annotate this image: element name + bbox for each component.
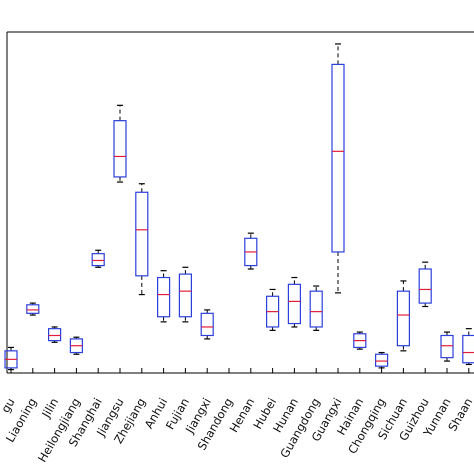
- box-iqr: [200, 312, 214, 337]
- box-iqr: [462, 334, 474, 364]
- box-hunan: [287, 276, 301, 328]
- box-iqr: [331, 63, 345, 253]
- box-henan: [244, 232, 258, 270]
- box-yunnan: [440, 331, 454, 362]
- box-iqr: [113, 120, 127, 178]
- box-hainan: [353, 331, 367, 350]
- box-zhejiang: [135, 183, 149, 296]
- box-iqr: [440, 334, 454, 359]
- box-heilongjiang: [69, 336, 84, 355]
- box-hubei: [266, 288, 280, 331]
- box-sichuan: [396, 280, 410, 352]
- box-jiangsu: [113, 104, 127, 183]
- box-anhui: [157, 270, 171, 323]
- box-guizhou: [418, 261, 432, 308]
- box-iqr: [135, 191, 149, 277]
- box-shanghai: [91, 249, 105, 268]
- box-chongqing: [375, 351, 389, 369]
- box-shaanxi: [462, 328, 474, 366]
- box-iqr: [375, 353, 389, 367]
- box-iqr: [396, 290, 410, 347]
- boxes-group: [4, 43, 474, 371]
- box-iqr: [178, 273, 192, 318]
- box-iqr: [309, 290, 323, 328]
- box-jiangxi: [200, 309, 214, 340]
- box-liaoning: [26, 302, 40, 316]
- box-iqr: [26, 304, 40, 314]
- box-iqr: [418, 268, 432, 304]
- box-iqr: [47, 328, 62, 342]
- box-iqr: [91, 253, 105, 267]
- box-guangxi: [331, 43, 345, 294]
- box-fujian: [178, 266, 192, 323]
- box-guangdong: [309, 285, 323, 331]
- x-tick-label: gu: [0, 396, 18, 416]
- axes-frame: [6, 31, 474, 374]
- box-iqr: [157, 276, 171, 318]
- box-jilin: [47, 326, 62, 343]
- box-iqr: [287, 283, 301, 325]
